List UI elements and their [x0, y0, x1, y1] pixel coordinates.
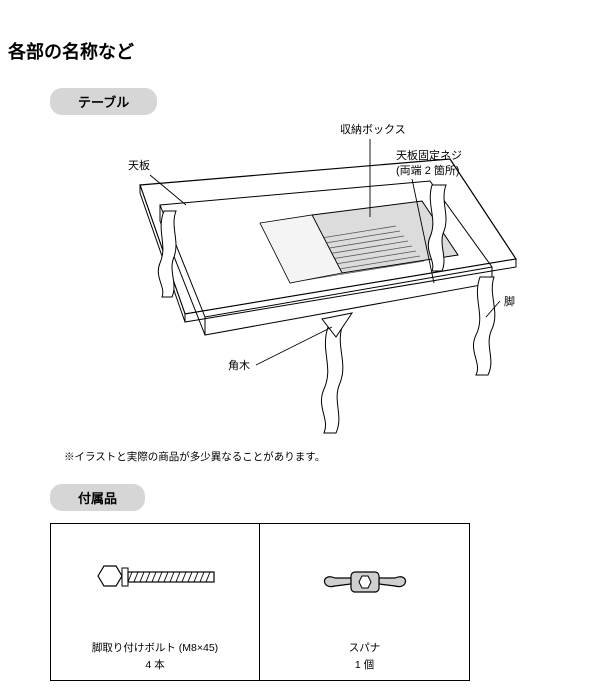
section-label-parts: 付属品	[50, 484, 145, 511]
part-spanner: スパナ 1 個	[260, 523, 470, 681]
callout-tenban: 天板	[128, 159, 150, 174]
bolt-icon	[51, 532, 259, 632]
table-diagram: 収納ボックス 天板 天板固定ネジ (両端 2 箇所) 脚 角木	[60, 119, 560, 439]
spanner-icon	[260, 532, 469, 632]
bolt-label: 脚取り付けボルト (M8×45)	[92, 640, 218, 655]
parts-row: 脚取り付けボルト (M8×45) 4 本 スパナ 1 個	[50, 523, 600, 681]
page-title: 各部の名称など	[0, 0, 600, 64]
bolt-qty: 4 本	[145, 657, 164, 672]
spanner-label: スパナ	[349, 640, 381, 655]
footnote: ※イラストと実際の商品が多少異なることがあります。	[64, 449, 600, 464]
part-bolt: 脚取り付けボルト (M8×45) 4 本	[50, 523, 260, 681]
callout-corner: 角木	[228, 359, 250, 374]
callout-leg: 脚	[504, 295, 515, 310]
callout-screw: 天板固定ネジ (両端 2 箇所)	[396, 149, 462, 179]
spanner-qty: 1 個	[355, 657, 374, 672]
section-label-table: テーブル	[50, 88, 157, 115]
callout-box: 収納ボックス	[340, 123, 406, 138]
